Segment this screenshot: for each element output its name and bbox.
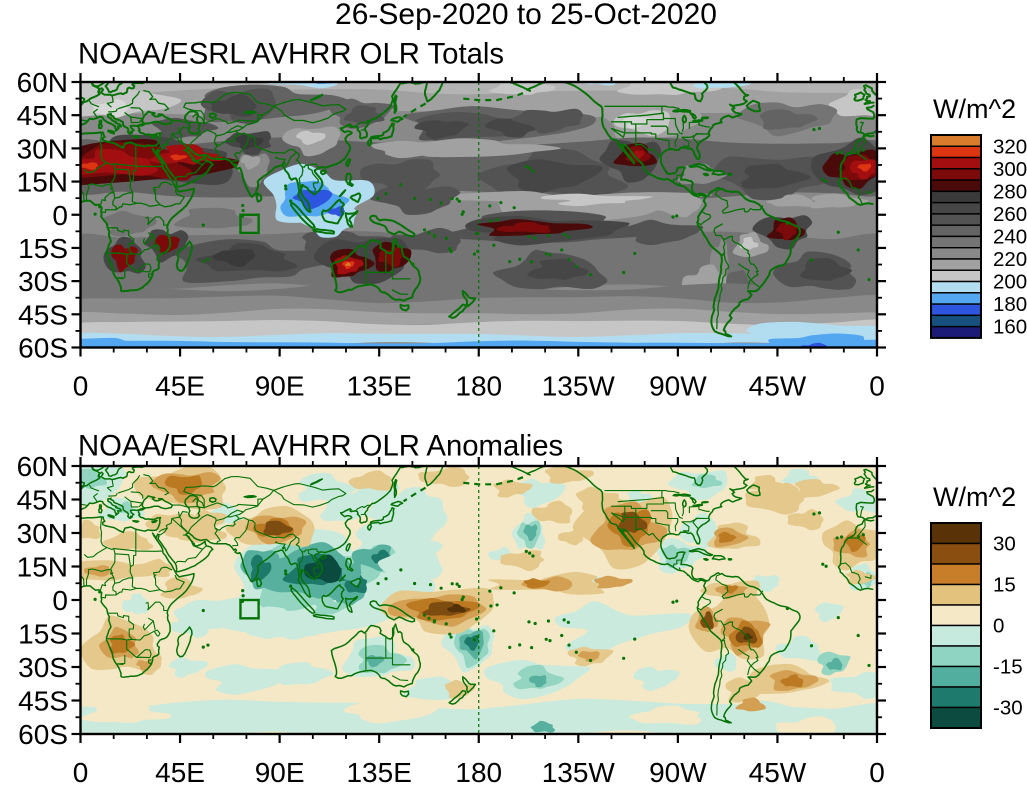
svg-text:60S: 60S (18, 333, 68, 364)
svg-text:45E: 45E (155, 757, 205, 788)
svg-text:0: 0 (869, 371, 885, 402)
svg-text:NOAA/ESRL AVHRR OLR Anomalies: NOAA/ESRL AVHRR OLR Anomalies (78, 430, 563, 463)
svg-text:90E: 90E (255, 757, 305, 788)
svg-text:300: 300 (993, 158, 1027, 181)
svg-text:90W: 90W (649, 757, 707, 788)
svg-text:15N: 15N (17, 167, 68, 198)
svg-text:45W: 45W (749, 371, 807, 402)
svg-text:26-Sep-2020 to 25-Oct-2020: 26-Sep-2020 to 25-Oct-2020 (335, 0, 717, 31)
svg-text:240: 240 (993, 225, 1027, 248)
svg-text:30S: 30S (18, 266, 68, 297)
svg-text:135E: 135E (346, 371, 411, 402)
svg-text:30N: 30N (17, 133, 68, 164)
svg-text:NOAA/ESRL AVHRR OLR Totals: NOAA/ESRL AVHRR OLR Totals (78, 38, 504, 71)
svg-text:180: 180 (455, 371, 502, 402)
svg-text:30N: 30N (17, 518, 68, 549)
svg-text:-15: -15 (993, 656, 1023, 679)
svg-text:135W: 135W (542, 757, 616, 788)
svg-text:135W: 135W (542, 371, 616, 402)
svg-text:15: 15 (993, 574, 1016, 597)
svg-text:135E: 135E (346, 757, 411, 788)
svg-text:280: 280 (993, 180, 1027, 203)
svg-text:45N: 45N (17, 485, 68, 516)
svg-text:30: 30 (993, 533, 1016, 556)
svg-text:90W: 90W (649, 371, 707, 402)
svg-text:0: 0 (52, 200, 68, 231)
svg-text:0: 0 (73, 371, 89, 402)
svg-text:W/m^2: W/m^2 (933, 94, 1016, 124)
svg-text:15S: 15S (18, 233, 68, 264)
svg-text:60S: 60S (18, 719, 68, 750)
svg-text:160: 160 (993, 316, 1027, 339)
svg-text:320: 320 (993, 135, 1027, 158)
svg-text:15N: 15N (17, 552, 68, 583)
svg-text:60N: 60N (17, 451, 68, 482)
svg-text:15S: 15S (18, 619, 68, 650)
svg-text:260: 260 (993, 203, 1027, 226)
svg-text:0: 0 (73, 757, 89, 788)
svg-text:0: 0 (869, 757, 885, 788)
svg-text:0: 0 (52, 585, 68, 616)
svg-text:200: 200 (993, 271, 1027, 294)
svg-text:-30: -30 (993, 697, 1023, 720)
svg-text:90E: 90E (255, 371, 305, 402)
svg-text:220: 220 (993, 248, 1027, 271)
svg-text:180: 180 (455, 757, 502, 788)
svg-text:45S: 45S (18, 299, 68, 330)
svg-text:180: 180 (993, 293, 1027, 316)
svg-text:30S: 30S (18, 652, 68, 683)
svg-text:45W: 45W (749, 757, 807, 788)
svg-text:45S: 45S (18, 686, 68, 717)
svg-text:45N: 45N (17, 100, 68, 131)
svg-text:0: 0 (993, 615, 1004, 638)
svg-text:60N: 60N (17, 67, 68, 98)
svg-text:45E: 45E (155, 371, 205, 402)
svg-text:W/m^2: W/m^2 (933, 482, 1016, 512)
